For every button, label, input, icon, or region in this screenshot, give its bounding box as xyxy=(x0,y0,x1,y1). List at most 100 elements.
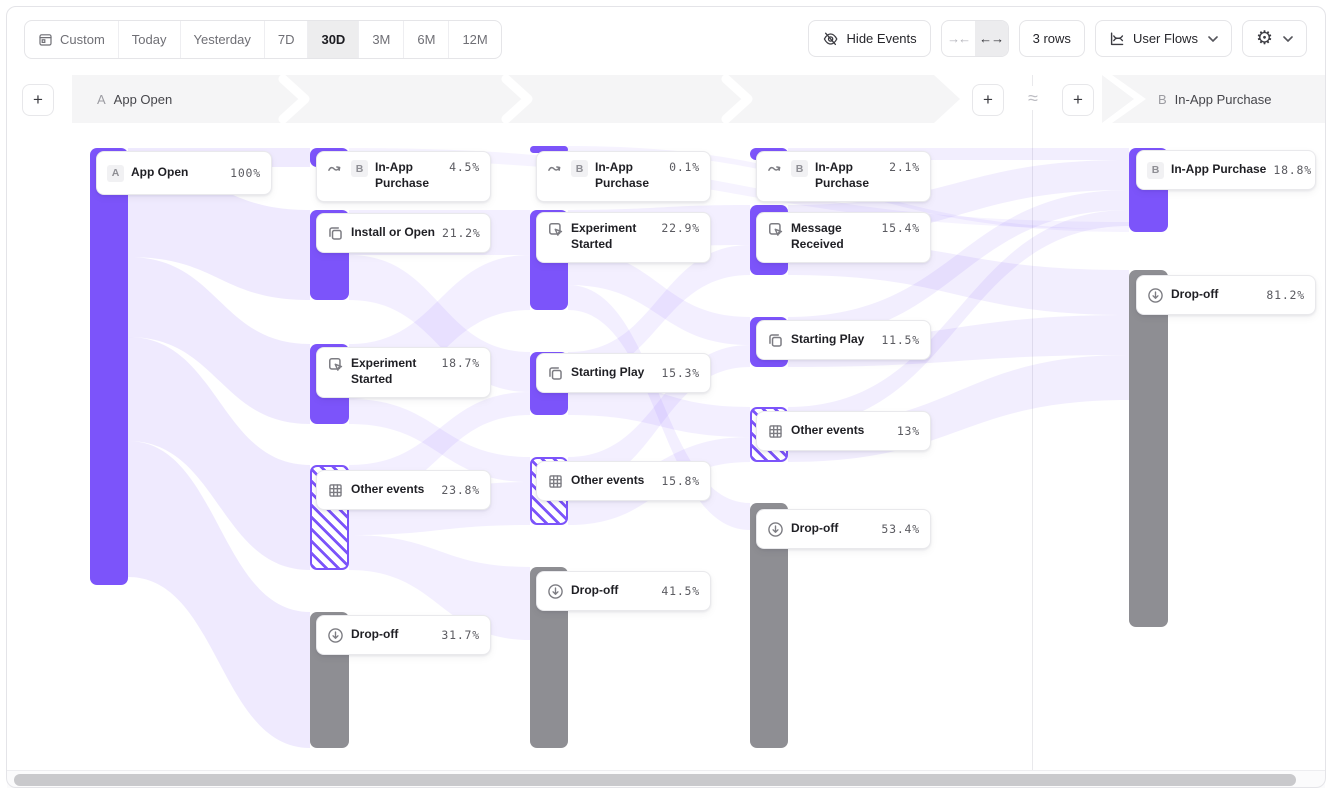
view-selector-button[interactable]: User Flows xyxy=(1094,20,1232,57)
hide-events-button[interactable]: Hide Events xyxy=(807,20,931,57)
eye-off-icon xyxy=(822,30,839,47)
c2-inapp-bar[interactable] xyxy=(530,146,568,153)
scrollbar-divider xyxy=(7,770,1325,771)
step-badge: A xyxy=(107,164,124,182)
c1-install-card[interactable]: Install or Open 21.2% xyxy=(316,213,491,253)
node-percent: 18.8% xyxy=(1273,163,1312,177)
node-percent: 0.1% xyxy=(669,160,700,174)
collapse-columns-button[interactable]: →← xyxy=(947,31,971,46)
event-copy-icon xyxy=(547,365,564,382)
calendar-icon xyxy=(38,32,53,47)
view-selector-label: User Flows xyxy=(1132,31,1198,46)
node-percent: 15.4% xyxy=(881,221,920,235)
date-range-label: Custom xyxy=(60,32,105,47)
flow-ribbon xyxy=(128,441,310,748)
date-range-label: 6M xyxy=(417,32,436,47)
c2-starting-card[interactable]: Starting Play 15.3% xyxy=(536,353,711,393)
node-label: In-App Purchase xyxy=(815,160,870,190)
wave-arrow-icon xyxy=(327,160,344,177)
rows-label: 3 rows xyxy=(1032,31,1071,46)
date-range-label: Today xyxy=(131,32,167,47)
node-label: Other events xyxy=(571,473,645,488)
date-range-30d[interactable]: 30D xyxy=(308,21,360,58)
c4-inapp-card[interactable]: B In-App Purchase 18.8% xyxy=(1136,150,1316,190)
node-percent: 41.5% xyxy=(661,584,700,598)
date-range-label: 3M xyxy=(372,32,391,47)
c3-message-card[interactable]: Message Received 15.4% xyxy=(756,212,931,263)
add-step-button-b[interactable]: + xyxy=(1062,84,1094,116)
chevron-down-icon xyxy=(1283,35,1293,42)
step-divider-line xyxy=(1032,75,1033,770)
drop-off-arrow-icon xyxy=(1147,287,1164,304)
node-label: In-App Purchase xyxy=(595,160,650,190)
wave-arrow-icon xyxy=(767,160,784,177)
flow-ribbon xyxy=(128,257,310,424)
node-percent: 53.4% xyxy=(881,522,920,536)
c3-other-card[interactable]: Other events 13% xyxy=(756,411,931,451)
node-label: Install or Open xyxy=(351,225,436,240)
add-step-button-a[interactable]: + xyxy=(972,84,1004,116)
c3-dropoff-card[interactable]: Drop-off 53.4% xyxy=(756,509,931,549)
node-percent: 15.8% xyxy=(661,474,700,488)
node-percent: 100% xyxy=(230,166,261,180)
step-b-banner[interactable]: B In-App Purchase xyxy=(1112,75,1326,123)
node-label: Drop-off xyxy=(351,627,399,642)
c4-dropoff-card[interactable]: Drop-off 81.2% xyxy=(1136,275,1316,315)
date-range-7d[interactable]: 7D xyxy=(265,21,309,58)
rows-button[interactable]: 3 rows xyxy=(1018,20,1085,57)
chevron-down-icon xyxy=(1208,35,1218,42)
event-copy-icon xyxy=(327,225,344,242)
node-label: Other events xyxy=(791,423,865,438)
node-label: Starting Play xyxy=(571,365,645,380)
drop-off-arrow-icon xyxy=(767,521,784,538)
node-percent: 23.8% xyxy=(441,483,480,497)
node-percent: 21.2% xyxy=(442,226,481,240)
step-b-letter: B xyxy=(1158,91,1167,107)
step-badge: B xyxy=(351,160,368,177)
event-copy-icon xyxy=(767,332,784,349)
c3-inapp-card[interactable]: B In-App Purchase 2.1% xyxy=(756,151,931,202)
c0-app-open-bar[interactable] xyxy=(90,148,128,585)
other-events-grid-icon xyxy=(547,473,564,490)
horizontal-scrollbar-thumb[interactable] xyxy=(14,774,1296,786)
other-events-grid-icon xyxy=(327,482,344,499)
expand-columns-button[interactable]: ←→ xyxy=(974,21,1008,56)
node-label: Experiment Started xyxy=(351,356,417,386)
c1-experiment-card[interactable]: Experiment Started 18.7% xyxy=(316,347,491,398)
date-range-12m[interactable]: 12M xyxy=(449,21,500,58)
c0-app-open-card[interactable]: A App Open 100% xyxy=(96,151,272,195)
c4-dropoff-bar[interactable] xyxy=(1129,270,1168,627)
c1-other-card[interactable]: Other events 23.8% xyxy=(316,470,491,510)
add-step-button-left[interactable]: + xyxy=(22,84,54,116)
drop-off-arrow-icon xyxy=(547,583,564,600)
c2-experiment-card[interactable]: Experiment Started 22.9% xyxy=(536,212,711,263)
node-percent: 4.5% xyxy=(449,160,480,174)
date-range-selector: Custom Today Yesterday 7D 30D 3M 6M 12M xyxy=(24,20,502,59)
c1-dropoff-card[interactable]: Drop-off 31.7% xyxy=(316,615,491,655)
collapse-expand-toggle: →← ←→ xyxy=(940,20,1009,57)
c2-dropoff-card[interactable]: Drop-off 41.5% xyxy=(536,571,711,611)
node-label: Drop-off xyxy=(571,583,619,598)
flow-ribbon xyxy=(568,250,750,345)
window-frame xyxy=(6,6,1326,788)
c3-starting-card[interactable]: Starting Play 11.5% xyxy=(756,320,931,360)
c2-inapp-card[interactable]: B In-App Purchase 0.1% xyxy=(536,151,711,202)
step-a-event-name: App Open xyxy=(113,91,173,107)
event-click-icon xyxy=(547,221,564,238)
node-percent: 81.2% xyxy=(1266,288,1305,302)
date-range-custom[interactable]: Custom xyxy=(25,21,119,58)
step-a-banner[interactable]: A App Open xyxy=(72,75,960,123)
c1-inapp-card[interactable]: B In-App Purchase 4.5% xyxy=(316,151,491,202)
date-range-yesterday[interactable]: Yesterday xyxy=(181,21,265,58)
step-b-event-name: In-App Purchase xyxy=(1174,91,1272,107)
date-range-6m[interactable]: 6M xyxy=(404,21,450,58)
settings-button[interactable]: ⚙ xyxy=(1241,20,1307,57)
c2-other-card[interactable]: Other events 15.8% xyxy=(536,461,711,501)
flow-ribbon xyxy=(128,337,310,570)
date-range-today[interactable]: Today xyxy=(119,21,181,58)
drop-off-arrow-icon xyxy=(327,627,344,644)
date-range-3m[interactable]: 3M xyxy=(359,21,405,58)
node-label: In-App Purchase xyxy=(375,160,430,190)
date-range-label: Yesterday xyxy=(193,32,251,47)
